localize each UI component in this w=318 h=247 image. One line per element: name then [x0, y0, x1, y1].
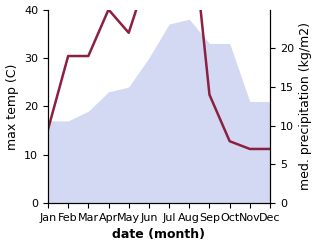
- X-axis label: date (month): date (month): [113, 228, 205, 242]
- Y-axis label: med. precipitation (kg/m2): med. precipitation (kg/m2): [300, 22, 313, 190]
- Y-axis label: max temp (C): max temp (C): [5, 63, 18, 149]
